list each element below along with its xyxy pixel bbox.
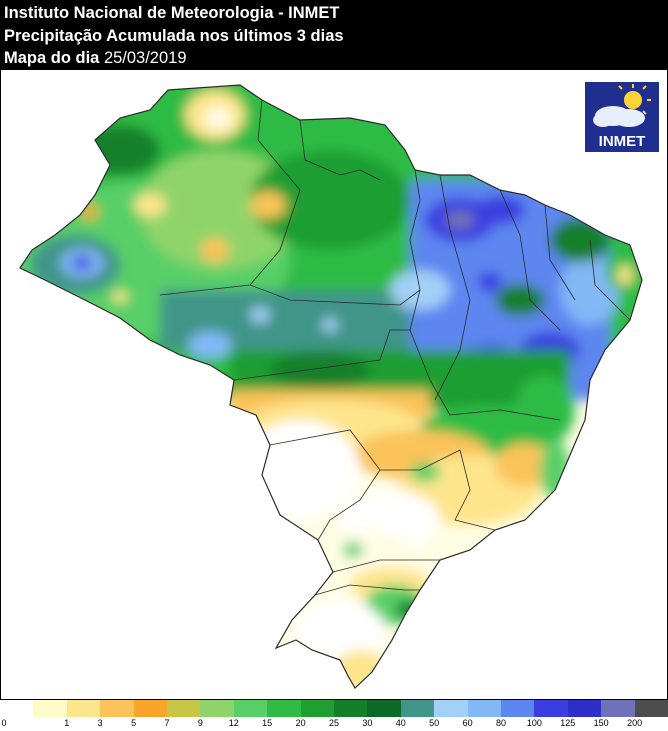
precipitation-fields <box>20 85 642 688</box>
legend-swatch <box>33 700 68 717</box>
legend-swatch <box>534 700 569 717</box>
map-date-line: Mapa do dia 25/03/2019 <box>4 48 187 68</box>
legend-tick-label: 25 <box>328 718 340 728</box>
legend-swatch <box>200 700 235 717</box>
legend-swatch <box>0 700 35 717</box>
legend-swatch <box>167 700 202 717</box>
legend-tick-label: 60 <box>462 718 473 728</box>
legend-tick-label: 100 <box>526 718 542 728</box>
legend-swatch <box>601 700 636 717</box>
inmet-logo: INMET <box>585 82 659 152</box>
date-prefix: Mapa do dia <box>4 49 100 67</box>
logo-text: INMET <box>598 133 646 150</box>
sun-cloud-icon <box>593 84 651 127</box>
legend-tick-label: 20 <box>295 718 306 728</box>
legend-tick-label: 3 <box>97 718 103 728</box>
institute-title: Instituto Nacional de Meteorologia - INM… <box>4 4 340 22</box>
legend-tick-label: 15 <box>262 718 273 728</box>
legend-swatch <box>467 700 502 717</box>
legend-swatch <box>400 700 436 717</box>
legend-tick-label: 125 <box>560 718 576 728</box>
legend-swatch <box>567 700 603 717</box>
map-header: Instituto Nacional de Meteorologia - INM… <box>0 0 668 70</box>
legend-swatch <box>300 700 335 717</box>
legend-tick-label: 12 <box>228 718 239 728</box>
legend-swatch <box>66 700 102 717</box>
legend-tick-label: 9 <box>197 718 203 728</box>
legend-tick-label: 5 <box>131 718 137 728</box>
legend-tick-label: 50 <box>429 718 440 728</box>
legend-swatch <box>334 700 369 717</box>
legend-tick-label: 1 <box>64 718 70 728</box>
legend-swatch <box>434 700 469 717</box>
state-borders <box>19 84 643 689</box>
legend-tick-label: 40 <box>395 718 406 728</box>
legend-tick-label: 0 <box>1 718 7 728</box>
map-date: 25/03/2019 <box>103 49 187 67</box>
legend-swatch <box>100 700 135 717</box>
legend-swatch <box>133 700 168 717</box>
legend-swatch <box>367 700 402 717</box>
legend-swatch <box>267 700 302 717</box>
legend-tick-label: 150 <box>593 718 609 728</box>
precipitation-map <box>19 84 643 689</box>
legend-tick-label: 200 <box>627 718 643 728</box>
legend-swatch <box>634 700 668 717</box>
legend-tick-label: 80 <box>495 718 507 728</box>
legend-swatch <box>501 700 536 717</box>
legend-tick-label: 7 <box>164 718 170 728</box>
legend-swatch <box>233 700 269 717</box>
legend-tick-label: 30 <box>362 718 373 728</box>
map-subtitle: Precipitação Acumulada nos últimos 3 dia… <box>4 27 344 45</box>
precipitation-legend: 0 1 3 5 7 9 12 15 20 25 30 40 50 60 80 100 125 150 200 <box>0 700 668 731</box>
